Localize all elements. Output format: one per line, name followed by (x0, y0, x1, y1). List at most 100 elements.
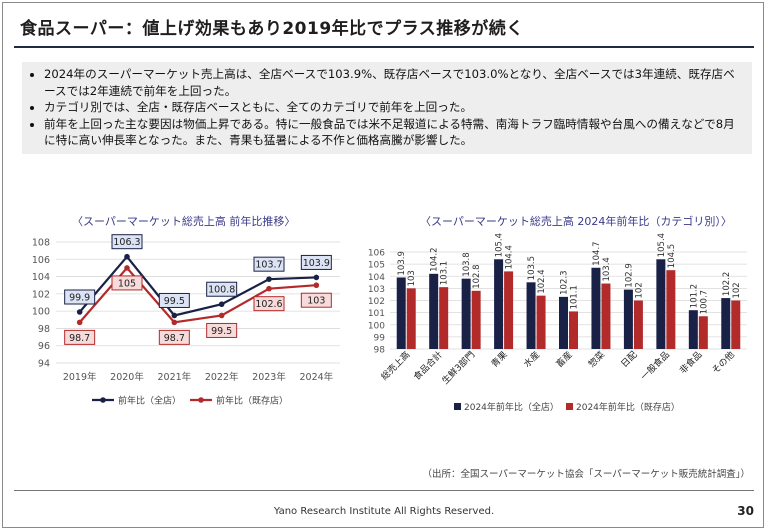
bar-1 (461, 278, 471, 349)
bar-data-label: 103.5 (527, 256, 537, 280)
bar-data-label: 101.2 (689, 284, 699, 308)
line-data-label: 99.9 (69, 293, 90, 304)
line-data-label: 98.7 (69, 333, 90, 344)
line-data-label-box (253, 256, 285, 272)
bar-data-label: 102.3 (560, 271, 570, 295)
line-xtick-label: 2020年 (110, 371, 144, 383)
bar-data-label: 103.4 (602, 257, 612, 281)
bar-ytick-label: 99 (374, 333, 386, 343)
bar-data-label: 101.1 (570, 285, 580, 309)
bar-2 (471, 290, 481, 349)
bar-ytick-label: 98 (374, 346, 386, 356)
line-ytick-label: 104 (32, 272, 50, 283)
line-data-label: 103 (307, 296, 325, 307)
bar-chart-title: 〈スーパーマーケット総売上高 2024年前年比（カテゴリ別）〉 (420, 215, 732, 228)
footer-copyright: Yano Research Institute All Rights Reser… (273, 506, 495, 517)
line-point (218, 301, 225, 308)
bar-data-label: 102.8 (472, 264, 482, 288)
line-data-label-box (64, 289, 96, 305)
line-legend-marker (100, 397, 106, 403)
bar-legend-swatch (566, 403, 573, 410)
line-data-label-box (206, 281, 238, 297)
line-point (171, 312, 178, 319)
title-rule (14, 46, 754, 48)
bar-data-label: 102.9 (624, 263, 634, 287)
summary-bullet-3: 前年を上回った主な要因は物価上昇である。特に一般食品では米不足報道による特需、南… (44, 116, 742, 149)
bar-data-label: 104.2 (430, 247, 440, 271)
line-ytick-label: 94 (38, 359, 50, 370)
bar-category-label: 一般食品 (638, 349, 672, 383)
bar-2 (504, 271, 514, 349)
bar-category-label: 食品合計 (411, 349, 445, 383)
summary-box: 2024年のスーパーマーケット売上高は、全店ベースで103.9%、既存店ベースで… (22, 62, 752, 154)
bar-category-label: 生鮮3部門 (439, 349, 477, 387)
bar-ytick-label: 100 (368, 321, 385, 331)
line-legend-label: 前年比（既存店） (216, 395, 288, 407)
bar-data-label: 102 (634, 282, 644, 298)
line-ytick-label: 102 (32, 289, 50, 300)
bar-ytick-label: 103 (368, 285, 385, 295)
line-xtick-label: 2021年 (157, 371, 191, 383)
bar-category-label: 惣菜 (586, 349, 607, 370)
bar-1 (623, 289, 633, 349)
line-data-label: 100.8 (208, 285, 235, 296)
line-point (313, 282, 320, 289)
bar-2 (601, 283, 611, 349)
line-ytick-label: 108 (32, 238, 50, 249)
line-data-label-box (111, 234, 143, 250)
line-legend-marker (198, 397, 204, 403)
bar-2 (536, 295, 546, 349)
line-data-label: 105 (118, 278, 136, 289)
bar-data-label: 104.7 (592, 241, 602, 265)
line-data-label: 99.5 (164, 296, 185, 307)
bar-1 (526, 282, 536, 349)
line-point (76, 319, 83, 326)
bar-ytick-label: 106 (368, 249, 385, 259)
bar-category-label: 畜産 (553, 349, 574, 370)
summary-bullet-1: 2024年のスーパーマーケット売上高は、全店ベースで103.9%、既存店ベースで… (44, 66, 742, 99)
bar-legend-label: 2024年前年比（全店） (464, 401, 559, 413)
line-point (124, 265, 130, 271)
line-data-label: 98.7 (164, 333, 185, 344)
bar-1 (591, 267, 601, 349)
line-xtick-label: 2019年 (63, 371, 97, 383)
line-data-label-box (111, 275, 143, 291)
line-data-label: 103.9 (303, 258, 330, 269)
bar-data-label: 104.5 (667, 244, 677, 268)
bar-2 (406, 288, 416, 349)
bar-category-label: 水産 (521, 349, 542, 370)
line-data-label-box (300, 292, 332, 308)
bar-category-label: 非食品 (677, 349, 705, 377)
line-data-label-box (158, 329, 190, 345)
bar-2 (439, 287, 449, 349)
line-legend-label: 前年比（全店） (118, 395, 181, 407)
bar-1 (429, 273, 439, 349)
bar-1 (688, 310, 698, 349)
bar-data-label: 103.1 (440, 261, 450, 285)
bar-1 (721, 298, 731, 349)
bar-ytick-label: 101 (368, 309, 385, 319)
bar-data-label: 105.4 (657, 233, 667, 257)
line-data-label-box (253, 296, 285, 312)
line-point (266, 285, 272, 292)
line-chart: 94 96 98 100 102 104 106 108 2019年 2020年 2021年 2022… (32, 234, 340, 407)
line-ytick-label: 98 (38, 324, 50, 335)
line-ytick-label: 106 (32, 255, 50, 266)
bar-data-label: 104.4 (505, 245, 515, 269)
bar-legend-label: 2024年前年比（既存店） (576, 401, 680, 413)
bar-data-label: 105.4 (495, 233, 505, 257)
bar-data-label: 102 (732, 282, 742, 298)
line-data-label: 99.5 (211, 326, 232, 337)
bar-1 (396, 277, 406, 349)
line-chart-title: 〈スーパーマーケット総売上高 前年比推移〉 (72, 215, 296, 228)
line-data-label: 103.7 (255, 260, 282, 271)
bar-data-label: 102.2 (722, 272, 732, 296)
line-xtick-label: 2022年 (205, 371, 239, 383)
footer-rule (14, 490, 754, 491)
line-data-label-box (206, 322, 238, 338)
bar-1 (656, 259, 666, 349)
bar-data-label: 100.7 (699, 290, 709, 314)
bar-data-label: 103.9 (397, 251, 407, 275)
bar-ytick-label: 104 (368, 273, 385, 283)
